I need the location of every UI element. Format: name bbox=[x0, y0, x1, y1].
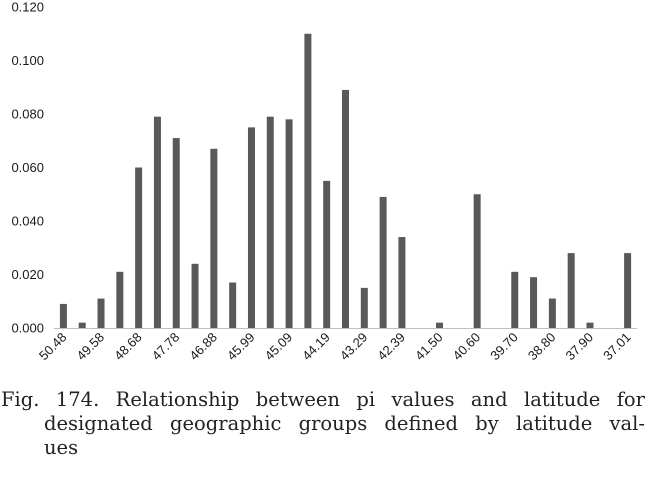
bar bbox=[153, 116, 161, 329]
caption-line-3: ues bbox=[44, 436, 79, 459]
x-tick-label: 40.60 bbox=[450, 330, 484, 364]
bar bbox=[191, 263, 199, 328]
bar bbox=[436, 322, 444, 328]
caption-line-1: Fig. 174. Relationship between pi values… bbox=[1, 388, 645, 411]
y-tick-label: 0.000 bbox=[11, 321, 44, 336]
x-tick-label: 45.09 bbox=[262, 330, 296, 364]
bar bbox=[586, 322, 594, 328]
x-tick-label: 49.58 bbox=[74, 330, 108, 364]
bar bbox=[172, 138, 180, 328]
bar bbox=[304, 33, 312, 328]
bar bbox=[530, 277, 538, 328]
bar bbox=[59, 303, 67, 328]
bar bbox=[285, 119, 293, 328]
x-tick-label: 39.70 bbox=[487, 330, 521, 364]
figure-caption: Fig. 174. Relationship between pi values… bbox=[1, 388, 645, 460]
bar bbox=[229, 282, 237, 328]
bar bbox=[624, 253, 632, 328]
bar bbox=[116, 271, 124, 328]
x-tick-label: 45.99 bbox=[224, 330, 258, 364]
bar bbox=[97, 298, 105, 328]
bar bbox=[78, 322, 86, 328]
bar bbox=[247, 127, 255, 329]
bar-chart: 0.000 0.020 0.040 0.060 0.080 0.100 0.120 50.4… bbox=[11, 0, 637, 364]
bar bbox=[342, 89, 349, 328]
y-tick-label: 0.080 bbox=[11, 107, 44, 122]
bar bbox=[567, 253, 575, 328]
bar bbox=[210, 148, 218, 328]
x-tick-label: 41.50 bbox=[412, 330, 446, 364]
x-tick-label: 37.90 bbox=[562, 330, 596, 364]
x-tick-label: 47.78 bbox=[149, 330, 183, 364]
bar bbox=[266, 116, 274, 329]
y-tick-label: 0.120 bbox=[11, 0, 44, 15]
bar bbox=[548, 298, 556, 328]
bar bbox=[379, 196, 387, 328]
bar bbox=[398, 237, 406, 328]
bar bbox=[473, 194, 481, 328]
bar bbox=[511, 271, 519, 328]
x-axis-ticks: 50.48 49.58 48.68 47.78 46.88 45.99 45.09 44.19… bbox=[36, 330, 634, 364]
y-tick-label: 0.020 bbox=[11, 267, 44, 282]
x-tick-label: 46.88 bbox=[186, 330, 220, 364]
bar bbox=[360, 287, 368, 329]
bars bbox=[59, 33, 632, 329]
x-tick-label: 44.19 bbox=[299, 330, 333, 364]
x-tick-label: 37.01 bbox=[600, 330, 634, 364]
caption-line-2: designated geographic groups defined by … bbox=[44, 412, 645, 435]
y-axis-ticks: 0.000 0.020 0.040 0.060 0.080 0.100 0.120 bbox=[11, 0, 44, 336]
x-tick-label: 43.29 bbox=[337, 330, 371, 364]
y-tick-label: 0.040 bbox=[11, 214, 44, 229]
y-tick-label: 0.060 bbox=[11, 160, 44, 175]
x-tick-label: 42.39 bbox=[374, 330, 408, 364]
bar bbox=[135, 167, 143, 328]
x-tick-label: 48.68 bbox=[111, 330, 145, 364]
bar bbox=[323, 180, 331, 329]
y-tick-label: 0.100 bbox=[11, 53, 44, 68]
x-tick-label: 38.80 bbox=[525, 330, 559, 364]
